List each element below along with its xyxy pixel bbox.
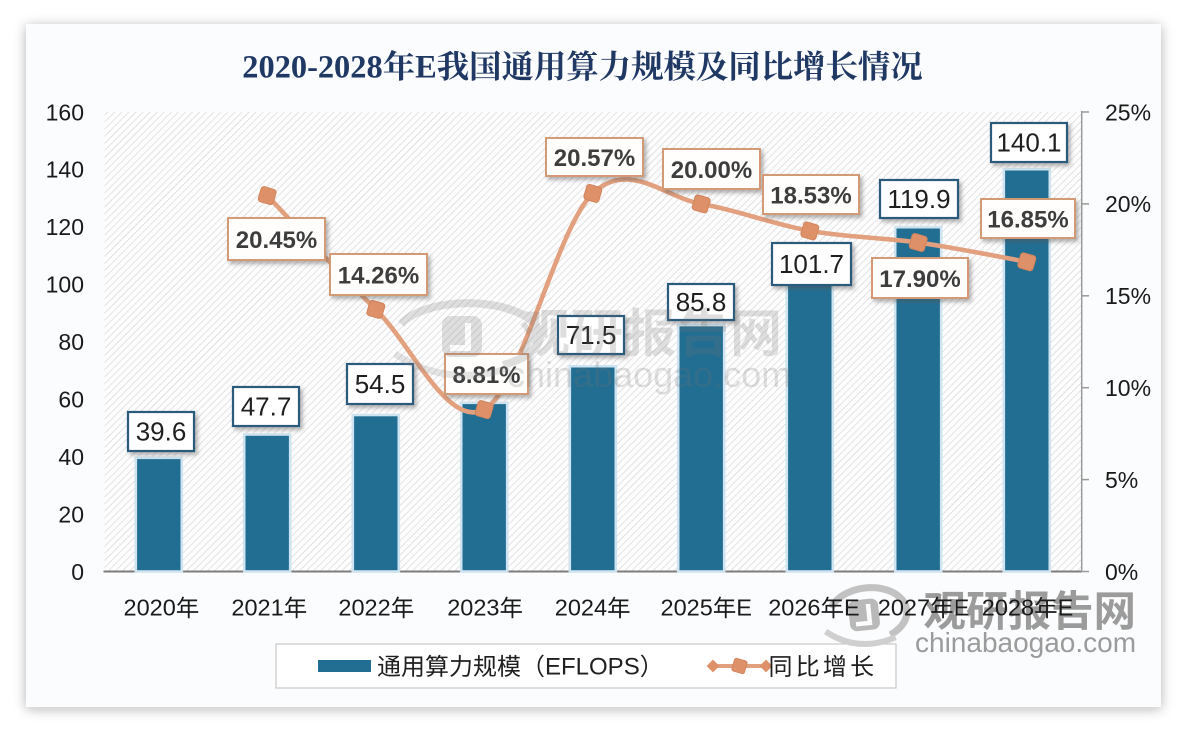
svg-text:25%: 25% [1105, 99, 1151, 125]
svg-text:85.8: 85.8 [676, 287, 727, 317]
svg-text:2022: 2022 [338, 595, 390, 621]
svg-text:140.1: 140.1 [996, 128, 1061, 158]
svg-text:E: E [1058, 595, 1074, 621]
svg-text:20%: 20% [1105, 191, 1151, 217]
svg-text:2027: 2027 [878, 595, 930, 621]
svg-text:140: 140 [46, 157, 84, 183]
svg-text:60: 60 [58, 387, 84, 413]
svg-text:chinabaogao.com: chinabaogao.com [915, 627, 1136, 658]
svg-text:80: 80 [58, 329, 84, 355]
svg-text:0: 0 [71, 559, 84, 585]
svg-text:18.53%: 18.53% [770, 182, 851, 209]
svg-text:20.00%: 20.00% [671, 157, 752, 184]
svg-text:E: E [844, 595, 860, 621]
svg-text:14.26%: 14.26% [338, 262, 419, 289]
svg-text:EFLOPS: EFLOPS [545, 654, 640, 681]
svg-text:120: 120 [46, 214, 84, 240]
svg-text:20.45%: 20.45% [236, 227, 317, 254]
svg-text:20.57%: 20.57% [554, 145, 635, 172]
svg-text:chinabaogao.com: chinabaogao.com [507, 354, 791, 395]
svg-text:100: 100 [46, 272, 84, 298]
svg-text:2025: 2025 [661, 595, 713, 621]
svg-text:2028: 2028 [982, 595, 1034, 621]
svg-text:54.5: 54.5 [355, 369, 406, 399]
svg-text:40: 40 [58, 444, 84, 470]
svg-text:39.6: 39.6 [136, 417, 187, 447]
svg-text:E: E [954, 595, 970, 621]
svg-text:2020-2028: 2020-2028 [242, 49, 382, 85]
svg-text:17.90%: 17.90% [879, 266, 960, 293]
svg-text:10%: 10% [1105, 375, 1151, 401]
svg-text:47.7: 47.7 [241, 392, 292, 422]
svg-text:2024: 2024 [555, 595, 607, 621]
svg-text:0%: 0% [1105, 559, 1138, 585]
svg-text:2021: 2021 [231, 595, 283, 621]
svg-text:101.7: 101.7 [779, 249, 844, 279]
svg-text:160: 160 [46, 99, 84, 125]
svg-text:16.85%: 16.85% [987, 206, 1068, 233]
svg-text:15%: 15% [1105, 283, 1151, 309]
svg-text:E: E [736, 595, 752, 621]
svg-text:E: E [415, 49, 437, 85]
svg-text:20: 20 [58, 501, 84, 527]
svg-text:2026: 2026 [768, 595, 820, 621]
svg-text:119.9: 119.9 [887, 184, 950, 214]
svg-text:2023: 2023 [447, 595, 499, 621]
svg-text:8.81%: 8.81% [452, 362, 520, 389]
svg-text:5%: 5% [1105, 467, 1138, 493]
svg-text:2020: 2020 [124, 595, 176, 621]
